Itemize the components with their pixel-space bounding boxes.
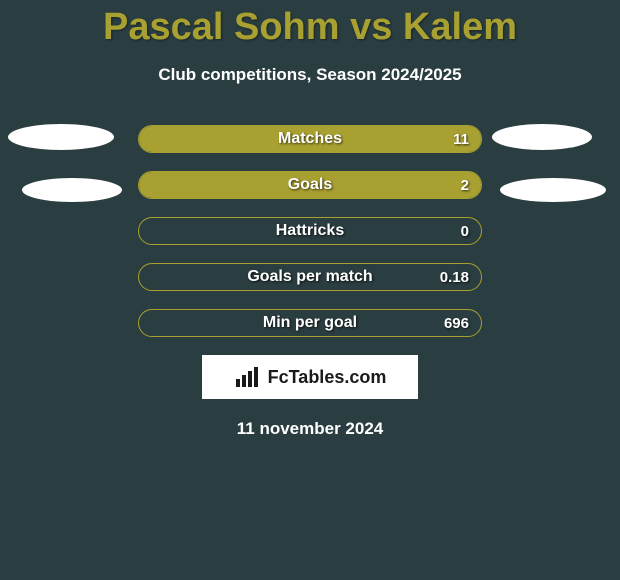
stat-bar-label: Goals per match xyxy=(139,264,481,290)
watermark-text: FcTables.com xyxy=(268,367,387,388)
subtitle: Club competitions, Season 2024/2025 xyxy=(0,65,620,85)
stat-bar: Goals2 xyxy=(138,171,482,199)
watermark: FcTables.com xyxy=(202,355,418,399)
decorative-ellipse xyxy=(22,178,122,202)
bars-logo-icon xyxy=(234,365,262,389)
decorative-ellipse xyxy=(492,124,592,150)
bars-area: Matches11 Goals2 Hattricks0 Goals per match… xyxy=(0,125,620,337)
stat-bar-value: 11 xyxy=(453,126,469,152)
decorative-ellipse xyxy=(500,178,606,202)
stat-bar-value: 696 xyxy=(444,310,469,336)
stat-bar-fill xyxy=(139,126,481,152)
stat-bar: Goals per match0.18 xyxy=(138,263,482,291)
stat-bar-value: 0 xyxy=(461,218,469,244)
stat-bar-value: 0.18 xyxy=(440,264,469,290)
stat-bar: Matches11 xyxy=(138,125,482,153)
stat-bar-label: Min per goal xyxy=(139,310,481,336)
stat-bar-fill xyxy=(139,172,481,198)
stat-bar: Min per goal696 xyxy=(138,309,482,337)
stat-bar: Hattricks0 xyxy=(138,217,482,245)
page-title: Pascal Sohm vs Kalem xyxy=(0,0,620,49)
stat-bar-value: 2 xyxy=(461,172,469,198)
decorative-ellipse xyxy=(8,124,114,150)
footer-date: 11 november 2024 xyxy=(0,419,620,439)
stat-bar-label: Hattricks xyxy=(139,218,481,244)
